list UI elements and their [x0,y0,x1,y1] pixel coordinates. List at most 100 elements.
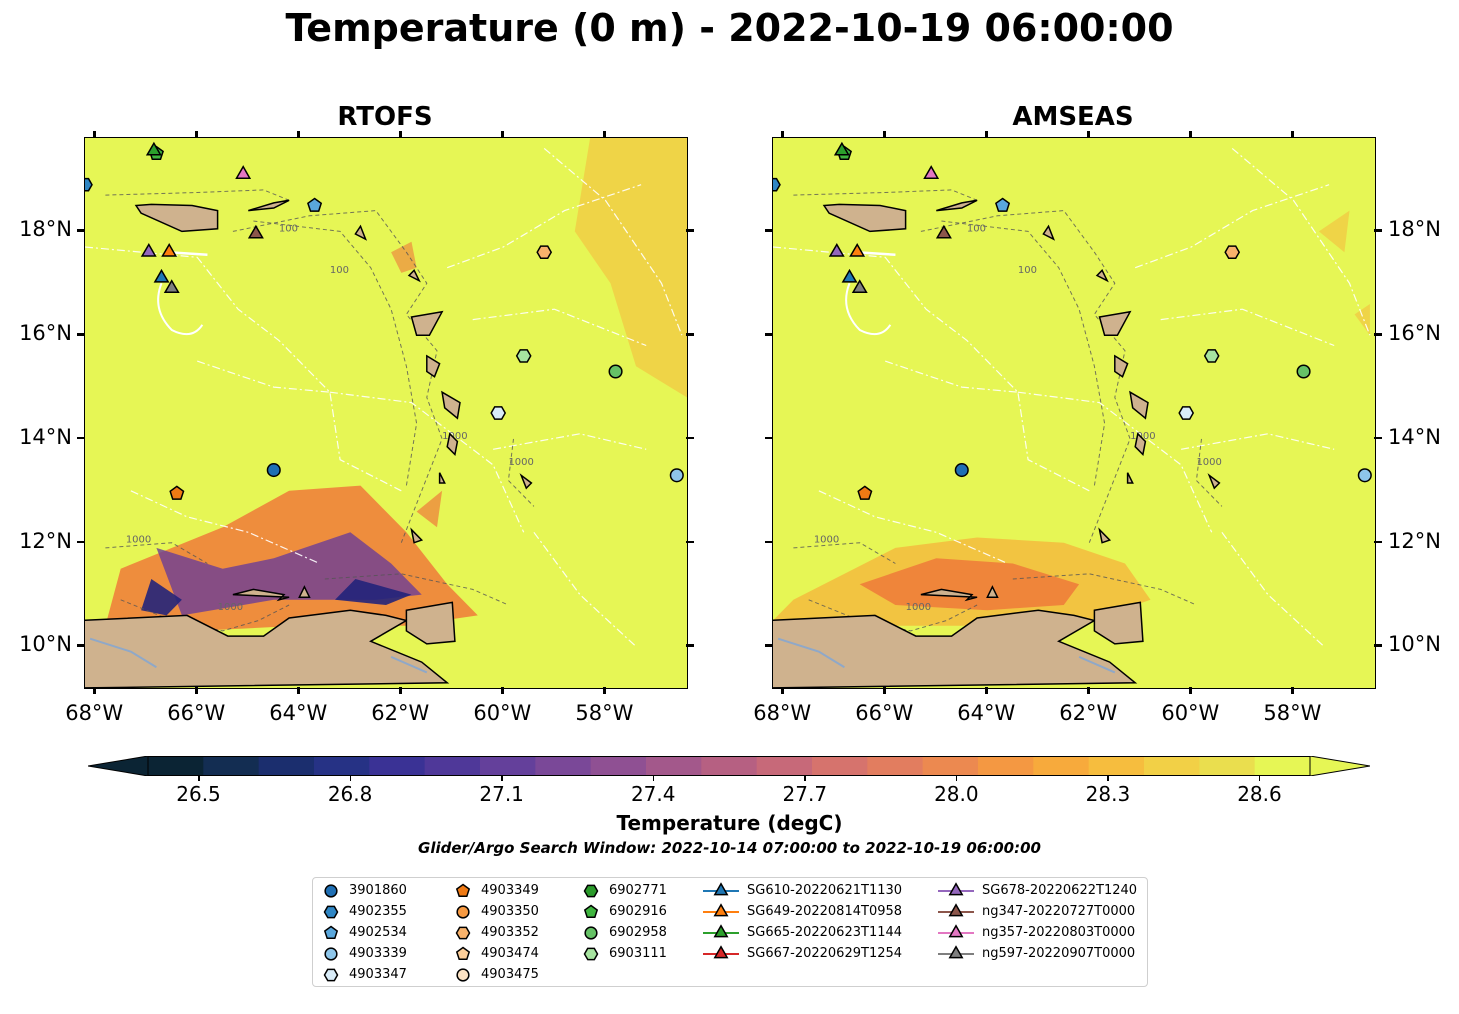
lat-tick-label: 18°N [19,217,72,242]
glider-track [157,282,204,336]
lat-tick-mark [765,644,773,647]
colorbar-segment [978,756,1034,776]
lon-tick-label: 68°W [65,701,124,725]
colorbar-segment [701,756,758,776]
legend-label: 4903349 [481,882,539,898]
glider-track [845,282,892,336]
map-area[interactable]: 100 1000 1000 1000 1000 100 [84,137,688,689]
marker-4903352 [1224,245,1241,259]
colorbar-tick-mark [1258,776,1261,781]
marker-6903111 [515,349,532,363]
legend-item: ng597-20220907T0000 [938,943,1135,963]
marker-SG610-20220621T1130 [153,268,170,283]
colorbar-label: Temperature (degC) [616,811,843,835]
map-area[interactable]: 100 1000 1000 1000 1000 100 [772,137,1376,689]
colorbar-tick-mark [652,776,655,781]
island [426,354,441,378]
lon-tick-mark [399,131,402,138]
lat-tick-label: 18°N [1388,217,1441,242]
colorbar-segment [812,756,868,776]
marker-SG649-20220814T0958 [161,243,178,257]
legend-item: 4903339 [321,943,407,963]
legend-item: 4903350 [453,901,539,921]
legend-marker [456,968,470,982]
bathymetry-contour [793,542,896,564]
mainland [773,609,1138,688]
colorbar-segment [1088,756,1145,776]
marker-ng357-20220803T0000 [923,165,940,179]
lat-tick-mark [1374,540,1382,544]
lon-tick-mark [195,131,198,138]
island [1114,354,1129,378]
colorbar-tick-label: 27.1 [479,782,524,806]
legend-marker [703,945,739,959]
bathymetry-contour [324,573,509,606]
legend-marker [456,905,470,919]
colorbar-segment [314,756,370,776]
contour-label: 1000 [814,535,839,546]
lat-tick-label: 10°N [1388,632,1441,657]
colorbar-tick-label: 27.7 [782,782,828,806]
lat-tick-mark [1374,229,1382,232]
island [405,601,456,645]
map-canvas: 100 1000 1000 1000 1000 100 [85,138,687,688]
legend-label: ng357-20220803T0000 [982,924,1136,940]
colorbar [87,755,1371,777]
marker-4903349-legend [455,883,471,898]
marker-4902534 [995,197,1011,212]
eez-boundary [85,246,402,492]
marker-4903352 [536,245,553,259]
marker-4903474-legend [455,946,471,961]
map-canvas: 100 1000 1000 1000 1000 100 [773,138,1375,688]
marker-SG678-20220622T1240-legend [948,882,964,896]
eez-boundary [1231,147,1371,336]
bathymetry-contour [120,599,290,632]
colorbar-tick-label: 26.8 [327,782,373,806]
legend-item: 4903474 [453,943,539,963]
legend-item: 6903111 [581,943,667,963]
legend-item: 4903352 [453,922,539,942]
bathymetry-contour [808,599,978,632]
colorbar-tick-mark [349,776,352,781]
island [298,585,311,598]
legend-label: 4903339 [349,945,407,961]
contour-label: 100 [1018,265,1037,276]
island [441,390,461,420]
lon-tick-mark [93,131,96,138]
legend-label: 6902916 [609,903,667,919]
island [519,473,533,490]
bathymetry-contour [1195,438,1223,507]
lon-tick-mark [297,687,300,694]
legend-marker [584,926,598,940]
legend-marker [583,904,599,919]
lat-tick-mark [77,436,85,440]
eez-boundary [885,360,1018,393]
colorbar-segment [867,756,924,776]
lon-tick-label: 60°W [473,701,532,725]
legend-label: 6903111 [609,945,667,961]
colorbar-segment [369,756,426,776]
legend-marker [323,968,339,982]
legend-label: SG665-20220623T1144 [747,924,903,940]
bathymetry-contour [253,220,418,486]
island [1207,473,1221,490]
legend-marker [583,884,599,898]
colorbar-segment [646,756,702,776]
eez-boundary [543,147,683,336]
lat-tick-label: 10°N [19,632,72,657]
lat-tick-label: 16°N [19,321,72,346]
marker-SG610-20220621T1130-legend [713,882,729,896]
bathymetry-contour [941,220,1106,486]
colorbar-segment [1033,756,1090,776]
island [134,203,219,233]
marker-4903475-legend [456,968,470,982]
lon-tick-mark [1087,687,1090,694]
contour-label: 1000 [1196,457,1221,468]
colorbar-segment [1144,756,1200,776]
marker-ng357-20220803T0000-legend [948,924,964,938]
bathymetry-contour [105,189,290,201]
legend-item: ng357-20220803T0000 [938,922,1135,942]
marker-SG678-20220622T1240 [140,243,157,257]
warm-region [416,490,443,528]
marker-4903349 [857,485,873,500]
